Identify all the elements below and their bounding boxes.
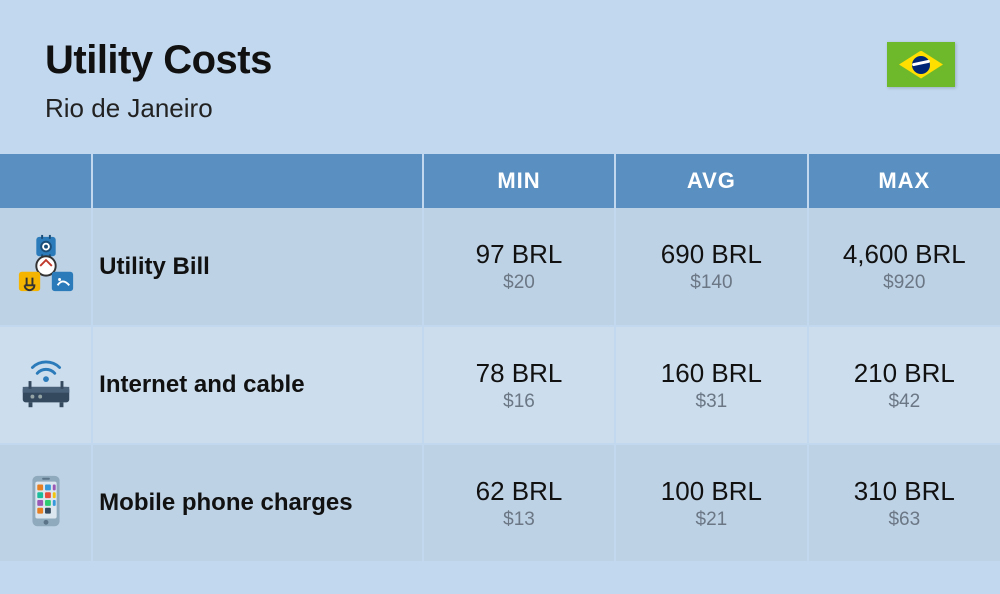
cell-avg: 100 BRL $21: [615, 444, 807, 562]
cell-max: 310 BRL $63: [808, 444, 1000, 562]
value-primary: 97 BRL: [424, 239, 614, 270]
table-header-row: MIN AVG MAX: [0, 154, 1000, 208]
cell-max: 210 BRL $42: [808, 326, 1000, 444]
page-title: Utility Costs: [45, 38, 272, 83]
col-min: MIN: [423, 154, 615, 208]
value-primary: 160 BRL: [616, 358, 806, 389]
cell-min: 62 BRL $13: [423, 444, 615, 562]
utility-icon: [15, 233, 77, 295]
row-label: Internet and cable: [92, 326, 423, 444]
router-icon: [15, 352, 77, 414]
title-block: Utility Costs Rio de Janeiro: [45, 38, 272, 124]
phone-icon: [15, 470, 77, 532]
value-secondary: $16: [424, 391, 614, 413]
value-primary: 100 BRL: [616, 476, 806, 507]
value-secondary: $20: [424, 272, 614, 294]
col-icon: [0, 154, 92, 208]
value-secondary: $920: [809, 272, 1000, 294]
row-icon-cell: [0, 444, 92, 562]
row-label: Utility Bill: [92, 208, 423, 326]
table-row: Utility Bill 97 BRL $20 690 BRL $140 4,6…: [0, 208, 1000, 326]
value-primary: 310 BRL: [809, 476, 1000, 507]
col-max: MAX: [808, 154, 1000, 208]
table-row: Internet and cable 78 BRL $16 160 BRL $3…: [0, 326, 1000, 444]
value-secondary: $42: [809, 391, 1000, 413]
costs-table: MIN AVG MAX: [0, 154, 1000, 563]
cell-max: 4,600 BRL $920: [808, 208, 1000, 326]
header: Utility Costs Rio de Janeiro: [0, 0, 1000, 154]
value-primary: 4,600 BRL: [809, 239, 1000, 270]
row-label: Mobile phone charges: [92, 444, 423, 562]
value-primary: 690 BRL: [616, 239, 806, 270]
page-subtitle: Rio de Janeiro: [45, 93, 272, 124]
brazil-flag-icon: [887, 42, 955, 87]
table-row: Mobile phone charges 62 BRL $13 100 BRL …: [0, 444, 1000, 562]
value-primary: 78 BRL: [424, 358, 614, 389]
cell-min: 97 BRL $20: [423, 208, 615, 326]
row-icon-cell: [0, 208, 92, 326]
value-secondary: $140: [616, 272, 806, 294]
col-label: [92, 154, 423, 208]
col-avg: AVG: [615, 154, 807, 208]
value-primary: 62 BRL: [424, 476, 614, 507]
cell-min: 78 BRL $16: [423, 326, 615, 444]
cell-avg: 690 BRL $140: [615, 208, 807, 326]
value-secondary: $13: [424, 509, 614, 531]
value-secondary: $63: [809, 509, 1000, 531]
value-secondary: $31: [616, 391, 806, 413]
cell-avg: 160 BRL $31: [615, 326, 807, 444]
value-primary: 210 BRL: [809, 358, 1000, 389]
value-secondary: $21: [616, 509, 806, 531]
row-icon-cell: [0, 326, 92, 444]
